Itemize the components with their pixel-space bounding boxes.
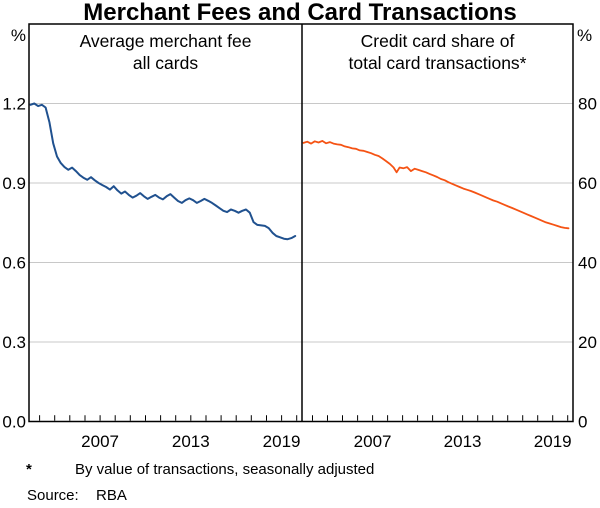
x-axis-year-label: 2007 [81, 432, 119, 451]
right-series-line [302, 139, 570, 230]
x-axis-year-label: 2013 [172, 432, 210, 451]
y-axis-label-right: 80 [578, 95, 597, 114]
footnote-text: By value of transactions, seasonally adj… [75, 461, 375, 478]
left-series-line [29, 102, 297, 241]
y-axis-label-left: 0.3 [2, 333, 26, 352]
right-panel-title-line2: total card transactions* [348, 53, 527, 73]
x-axis-year-label: 2007 [354, 432, 392, 451]
y-axis-label-left: 0.9 [2, 174, 26, 193]
chart-frame [28, 23, 574, 423]
y-axis-label-left: 0.6 [2, 254, 26, 273]
source-value: RBA [96, 487, 127, 504]
source-label: Source: [27, 487, 79, 504]
y-axis-label-right: 20 [578, 333, 597, 352]
right-panel-title-line1: Credit card share of [360, 31, 515, 51]
x-axis-year-label: 2013 [444, 432, 482, 451]
left-panel-title-line2: all cards [132, 53, 199, 73]
x-axis-year-label: 2019 [534, 432, 572, 451]
y-axis-label-right: 40 [578, 254, 597, 273]
y-axis-label-left: 0.0 [2, 413, 26, 432]
left-axis-unit-label: % [10, 26, 26, 45]
y-axis-label-right: 0 [578, 413, 587, 432]
x-axis-year-label: 2019 [263, 432, 301, 451]
right-axis-unit-label: % [577, 26, 593, 45]
y-axis-label-left: 1.2 [2, 95, 26, 114]
footnote-marker: * [26, 461, 32, 478]
y-axis-label-right: 60 [578, 174, 597, 193]
chart-title: Merchant Fees and Card Transactions [83, 0, 517, 26]
left-panel-title-line1: Average merchant fee [79, 31, 252, 51]
